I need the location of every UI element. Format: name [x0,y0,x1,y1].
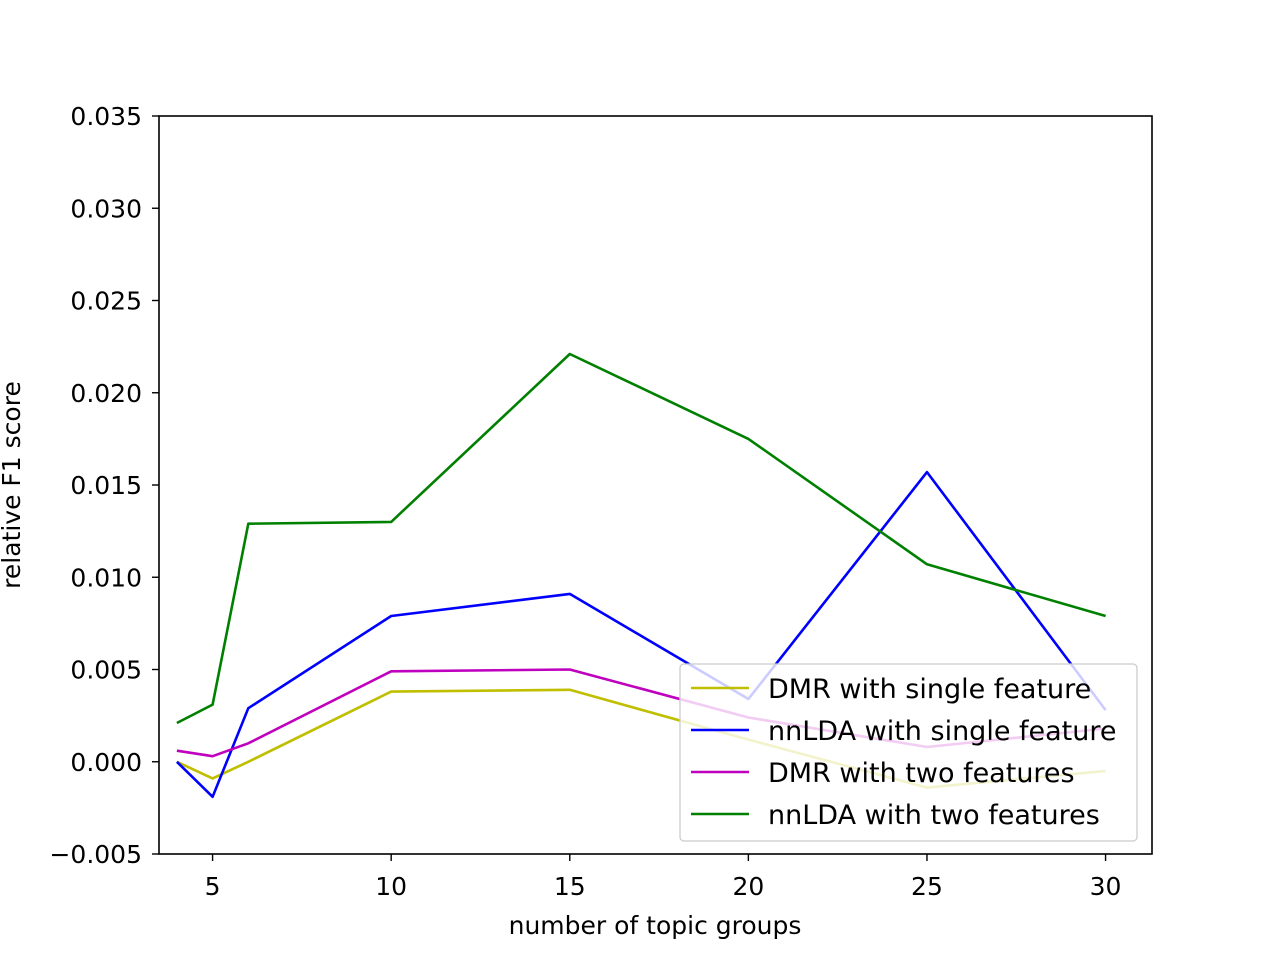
x-axis-ticks: 5 10 15 20 25 30 [205,854,1122,901]
legend-label-1: DMR with single feature [768,674,1091,705]
y-tick-label: 0.035 [70,102,142,131]
y-tick-label: 0.025 [70,287,142,316]
y-tick-label: 0.005 [70,656,142,685]
legend-label-2: nnLDA with single feature [768,716,1117,747]
legend-label-3: DMR with two features [768,758,1075,789]
x-tick-label: 5 [205,872,221,901]
y-tick-label: 0.000 [70,748,142,777]
legend-label-4: nnLDA with two features [768,800,1100,831]
x-tick-label: 15 [554,872,586,901]
y-tick-label: 0.030 [70,194,142,223]
legend-box [679,663,1138,842]
series-line-4 [176,352,1106,725]
y-tick-label: −0.005 [49,840,142,869]
x-tick-label: 25 [911,872,943,901]
y-tick-label: 0.020 [70,379,142,408]
x-tick-label: 10 [375,872,407,901]
y-axis-label: relative F1 score [0,381,26,589]
series-line-2 [175,470,1107,799]
x-tick-label: 20 [732,872,764,901]
y-axis-ticks: −0.005 0.000 0.005 0.010 0.015 0.020 0.025 0.03… [49,102,159,869]
x-axis-label: number of topic groups [509,911,802,940]
y-tick-label: 0.015 [70,471,142,500]
y-tick-label: 0.010 [70,563,142,592]
x-tick-label: 30 [1090,872,1122,901]
legend: DMR with single feature nnLDA with single… [679,663,1138,842]
